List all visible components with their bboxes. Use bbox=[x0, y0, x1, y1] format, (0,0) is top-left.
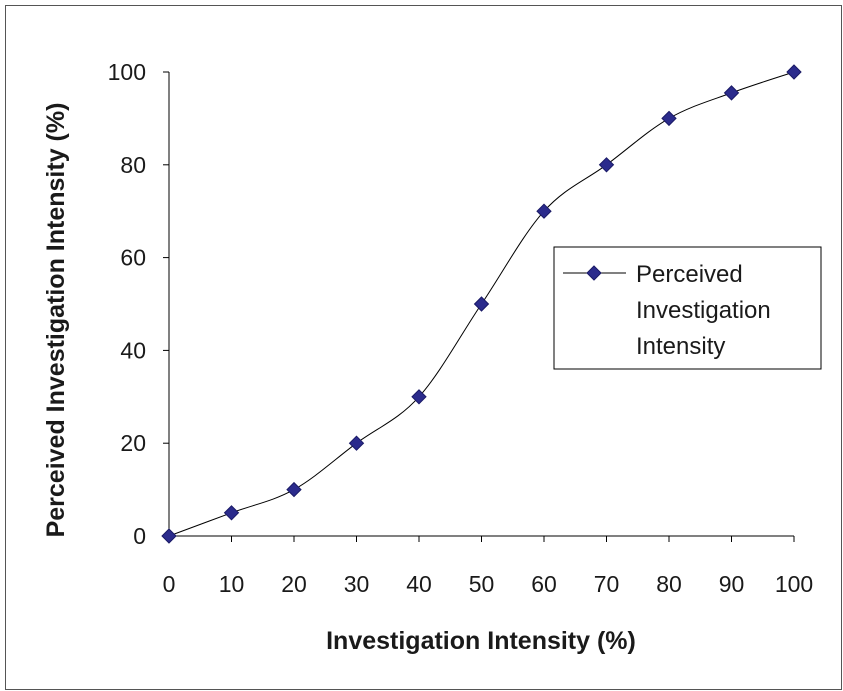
x-axis-title: Investigation Intensity (%) bbox=[326, 627, 636, 655]
data-point-marker bbox=[661, 110, 677, 127]
series-perceived-investigation-intensity bbox=[161, 64, 802, 544]
x-tick-label: 60 bbox=[531, 571, 557, 597]
legend-box bbox=[553, 246, 822, 370]
data-point-marker bbox=[286, 481, 302, 498]
x-tick-label: 30 bbox=[344, 571, 370, 597]
y-tick-label: 100 bbox=[108, 59, 146, 85]
x-axis-ticks: 0 10 20 30 40 50 60 70 80 90 100 bbox=[163, 536, 813, 597]
x-tick-label: 100 bbox=[775, 571, 813, 597]
y-tick-label: 20 bbox=[120, 430, 146, 456]
legend: Perceived Investigation Intensity bbox=[553, 246, 822, 370]
x-tick-label: 40 bbox=[406, 571, 432, 597]
y-tick-label: 80 bbox=[120, 152, 146, 178]
x-tick-label: 20 bbox=[281, 571, 307, 597]
data-point-marker bbox=[786, 64, 802, 80]
data-point-marker bbox=[723, 85, 740, 101]
x-tick-label: 50 bbox=[469, 571, 495, 597]
legend-label-line-3: Intensity bbox=[636, 333, 725, 360]
data-point-marker bbox=[223, 505, 240, 521]
y-axis-title: Perceived Investigation Intensity (%) bbox=[42, 103, 70, 538]
data-point-marker bbox=[536, 203, 552, 219]
data-point-marker bbox=[348, 435, 365, 451]
data-point-marker bbox=[411, 389, 427, 405]
legend-label-line-1: Perceived bbox=[636, 261, 743, 288]
data-point-marker bbox=[161, 528, 177, 544]
x-tick-label: 80 bbox=[656, 571, 682, 597]
y-tick-label: 40 bbox=[120, 337, 146, 363]
y-tick-label: 60 bbox=[120, 245, 146, 271]
x-tick-label: 90 bbox=[719, 571, 745, 597]
x-tick-label: 0 bbox=[163, 571, 176, 597]
legend-marker bbox=[586, 265, 602, 281]
x-tick-label: 10 bbox=[219, 571, 245, 597]
x-tick-label: 70 bbox=[594, 571, 620, 597]
data-point-marker bbox=[473, 296, 490, 312]
legend-label-line-2: Investigation bbox=[636, 297, 771, 324]
data-point-marker bbox=[598, 157, 615, 173]
y-tick-label: 0 bbox=[133, 523, 146, 549]
y-axis-ticks: 0 20 40 60 80 100 bbox=[108, 59, 169, 549]
